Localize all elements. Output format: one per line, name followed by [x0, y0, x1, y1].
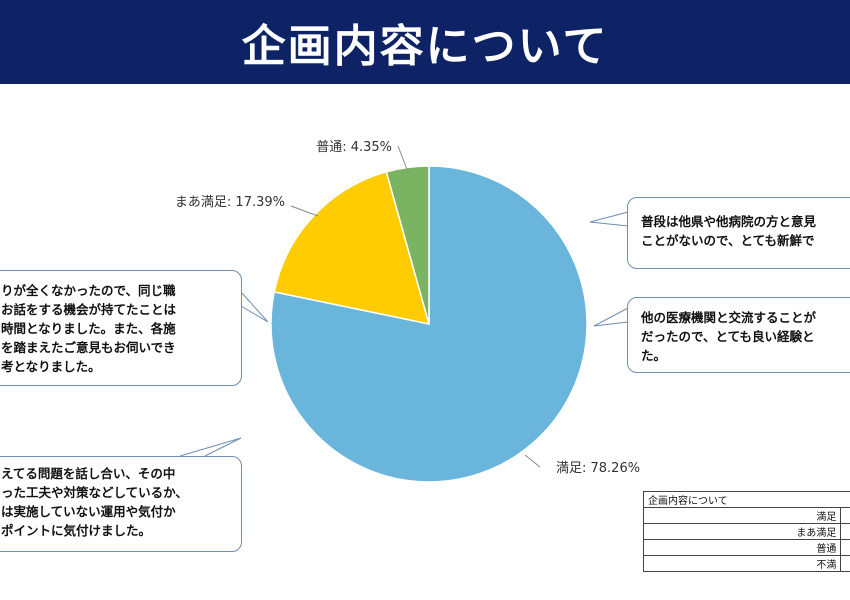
comment-line: りが全くなかったので、同じ職	[1, 283, 176, 298]
data-labels: 満足: 78.26% まあ満足: 17.39% 普通: 4.35%	[175, 140, 640, 476]
comment-tail	[240, 291, 269, 323]
table-row: 不満	[642, 555, 842, 572]
data-label: 満足: 78.26%	[556, 461, 640, 476]
slice-futsuu	[385, 165, 430, 325]
slice-maa-manzoku	[273, 170, 431, 325]
comment-line: ポイントに気付けました。	[1, 523, 152, 538]
table-row: 満足	[642, 507, 842, 524]
data-label: まあ満足: 17.39%	[175, 195, 285, 210]
table-title: 企画内容について	[643, 491, 850, 508]
pie-slices	[270, 165, 588, 483]
table-cell	[840, 539, 850, 556]
comment-tail	[593, 307, 629, 327]
comment-line: 他の医療機関と交流することが	[641, 310, 817, 325]
table-cell	[840, 507, 850, 524]
leader-line	[397, 145, 409, 173]
comment-line: 時間となりました。また、各施	[1, 321, 176, 336]
comment-bubble-2: 他の医療機関と交流することが だったので、とても良い経験と た。	[627, 297, 850, 373]
comment-line: 普段は他県や他病院の方と意見	[641, 214, 817, 229]
comment-line: た。	[641, 348, 667, 363]
comment-line: 考となりました。	[1, 359, 101, 374]
comment-line: だったので、とても良い経験と	[641, 329, 815, 344]
comment-bubble-3: りが全くなかったので、同じ職 お話をする機会が持てたことは 時間となりました。ま…	[0, 270, 242, 386]
data-label: 普通: 4.35%	[316, 140, 392, 155]
comment-line: えてる問題を話し合い、その中	[1, 466, 176, 481]
comment-tail	[179, 437, 242, 457]
comment-line: は実施していない運用や気付か	[1, 504, 176, 519]
leader-line	[524, 454, 541, 468]
slice-manzoku	[270, 165, 588, 483]
comment-tail	[589, 211, 629, 227]
leader-line	[290, 205, 319, 217]
page-title: 企画内容について	[241, 21, 609, 72]
table-row: まあ満足	[642, 523, 842, 540]
comment-bubble-4: えてる問題を話し合い、その中 った工夫や対策などしているか、 は実施していない運…	[0, 456, 242, 552]
comment-line: を踏まえたご意見もお伺いでき	[1, 340, 176, 355]
legend-table: 企画内容について 満足 まあ満足 普通 不満	[642, 491, 850, 572]
table-cell	[840, 555, 850, 572]
title-banner: 企画内容について	[0, 0, 850, 84]
comment-tails	[179, 211, 629, 457]
comment-line: お話をする機会が持てたことは	[1, 302, 177, 317]
table-row: 普通	[642, 539, 842, 556]
comment-line: ことがないので、とても新鮮で	[641, 233, 815, 248]
table-cell	[840, 523, 850, 540]
leader-lines	[290, 145, 541, 468]
comment-line: った工夫や対策などしているか、	[1, 485, 188, 500]
comment-bubble-1: 普段は他県や他病院の方と意見 ことがないので、とても新鮮で	[627, 197, 850, 269]
